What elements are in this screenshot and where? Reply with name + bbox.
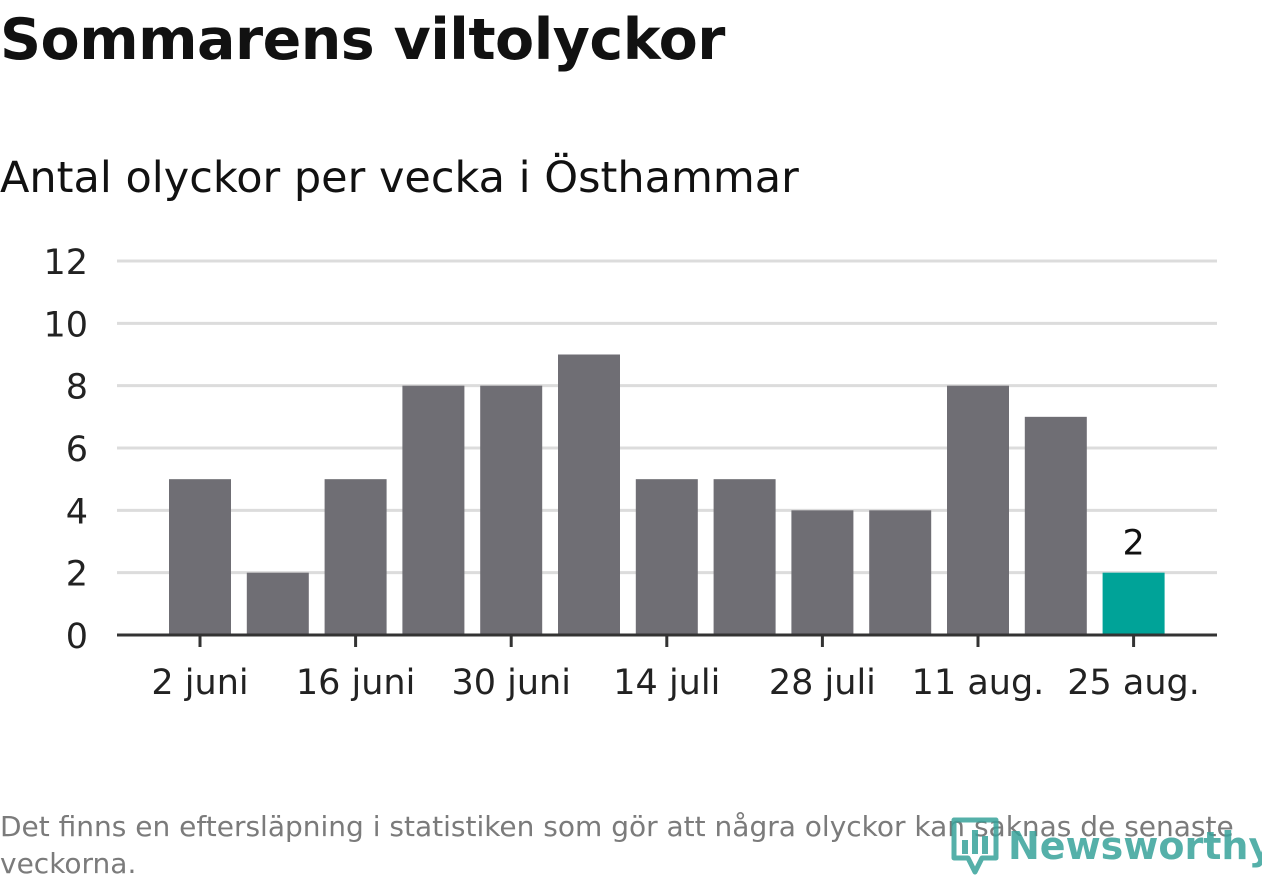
y-tick-label: 0: [66, 617, 88, 657]
x-tick-label: 28 juli: [769, 663, 876, 703]
y-tick-label: 10: [43, 305, 88, 345]
bar-highlight: [1102, 572, 1165, 635]
bar: [869, 510, 932, 635]
bar: [480, 385, 543, 635]
bar: [402, 385, 465, 635]
x-tick-label: 2 juni: [151, 663, 248, 703]
y-tick-label: 2: [66, 555, 88, 595]
bar-chart-pin-icon: [951, 817, 999, 875]
x-tick-label: 30 juni: [451, 663, 570, 703]
bar: [324, 479, 387, 635]
y-tick-label: 12: [43, 243, 88, 283]
bar-chart: 0 2 4 6 8 10 12 2 juni 16 juni 30 juni 14 juli 28 …: [43, 243, 1217, 703]
bar: [635, 479, 698, 635]
data-label: 2: [1122, 524, 1144, 564]
footnote: Det finns en eftersläpning i statistiken…: [0, 810, 1234, 879]
x-axis: [117, 633, 1217, 647]
y-tick-label: 4: [66, 492, 88, 532]
chart-subtitle: Antal olyckor per vecka i Östhammar: [0, 153, 799, 203]
bar: [791, 510, 854, 635]
logo-text: Newsworthy: [1008, 824, 1262, 868]
x-tick-label: 11 aug.: [912, 663, 1045, 703]
bars: [169, 354, 1165, 635]
x-axis-labels: 2 juni 16 juni 30 juni 14 juli 28 juli 11 aug…: [151, 663, 1200, 703]
y-tick-label: 8: [66, 368, 88, 408]
bar: [558, 354, 620, 635]
bar: [246, 572, 309, 635]
y-tick-label: 6: [66, 430, 88, 470]
bar: [713, 479, 776, 635]
chart-title: Sommarens viltolyckor: [0, 7, 725, 73]
data-labels: 2: [1122, 524, 1144, 564]
bar: [947, 385, 1009, 635]
bar: [1024, 416, 1087, 635]
newsworthy-logo: Newsworthy: [950, 815, 1262, 877]
y-axis-labels: 0 2 4 6 8 10 12: [43, 243, 88, 657]
x-tick-label: 25 aug.: [1067, 663, 1200, 703]
x-tick-label: 14 juli: [613, 663, 720, 703]
bar: [169, 479, 231, 635]
x-tick-label: 16 juni: [296, 663, 415, 703]
